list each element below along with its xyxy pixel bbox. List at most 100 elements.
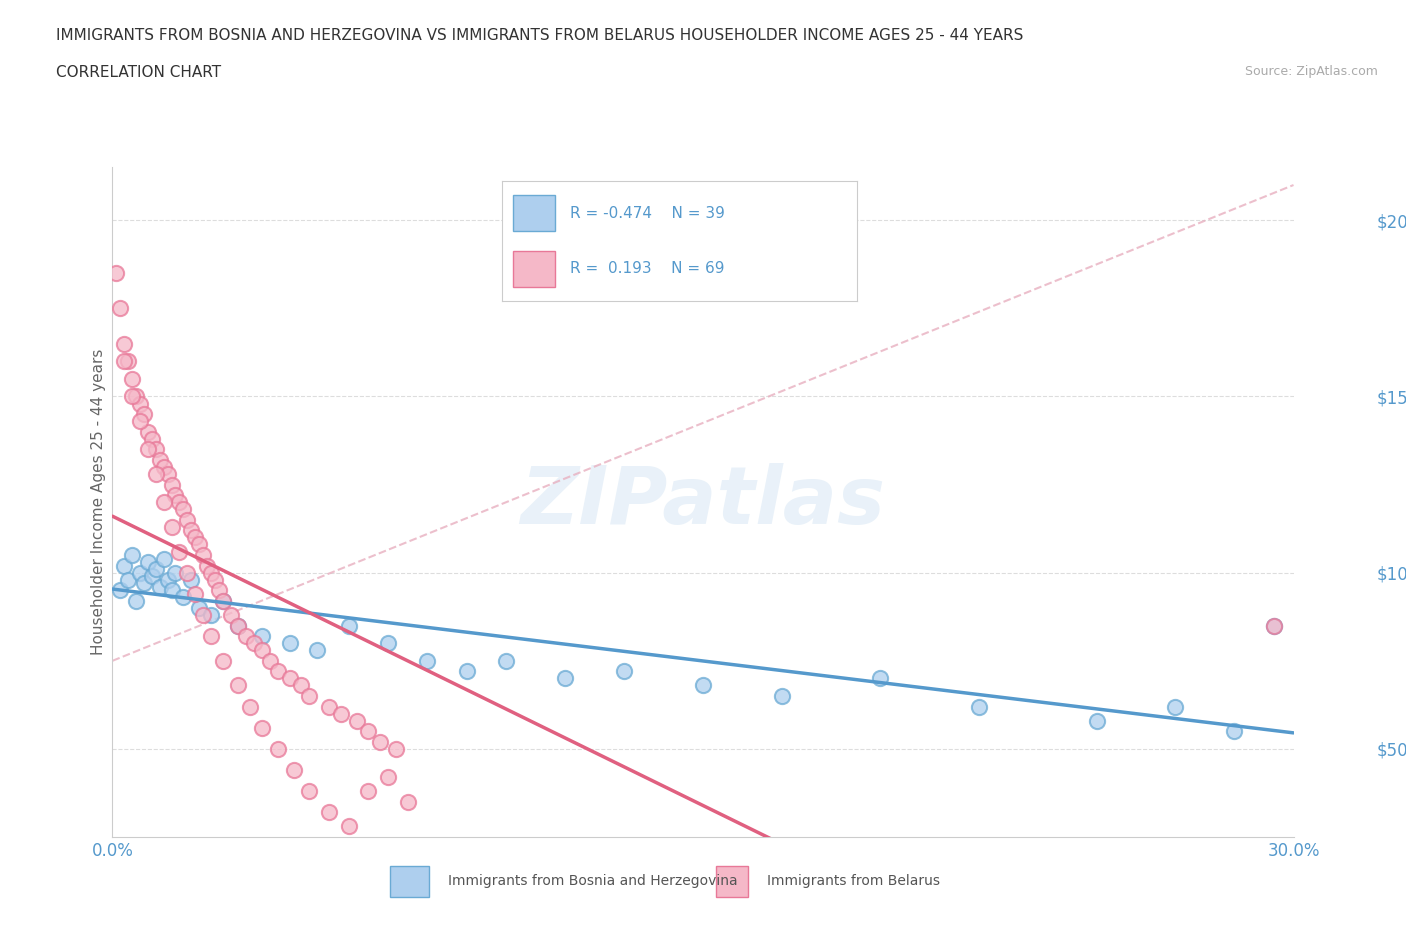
Point [121, 389, 143, 404]
Point [110, 583, 132, 598]
Point [149, 453, 172, 468]
Point [112, 336, 135, 351]
Point [180, 572, 202, 587]
Point [169, 495, 191, 510]
Text: CORRELATION CHART: CORRELATION CHART [56, 65, 221, 80]
Point [228, 678, 250, 693]
Point [136, 424, 159, 439]
Point [152, 459, 174, 474]
Point [495, 654, 517, 669]
Point [110, 301, 132, 316]
Point [250, 643, 273, 658]
Point [184, 587, 207, 602]
Point [385, 741, 408, 756]
Point [195, 558, 218, 573]
Point [298, 688, 321, 703]
Point [377, 770, 399, 785]
Point [1223, 724, 1246, 738]
Point [554, 671, 576, 685]
Point [156, 572, 179, 587]
Point [136, 554, 159, 569]
Point [396, 794, 419, 809]
Point [290, 678, 312, 693]
Point [191, 607, 214, 622]
Point [278, 671, 301, 685]
Point [191, 548, 214, 563]
Point [770, 688, 793, 703]
Point [416, 654, 439, 669]
Point [188, 601, 211, 616]
Text: Source: ZipAtlas.com: Source: ZipAtlas.com [1244, 65, 1378, 78]
Point [188, 537, 211, 551]
Point [141, 569, 163, 584]
Y-axis label: Householder Income Ages 25 - 44 years: Householder Income Ages 25 - 44 years [90, 349, 105, 656]
Point [125, 389, 148, 404]
Point [613, 664, 636, 679]
Point [318, 699, 340, 714]
Point [117, 353, 139, 368]
Text: ZIPatlas: ZIPatlas [520, 463, 886, 541]
Point [129, 396, 152, 411]
Point [211, 593, 233, 608]
Point [208, 583, 231, 598]
Point [219, 607, 242, 622]
Point [278, 636, 301, 651]
Point [243, 636, 266, 651]
Point [200, 607, 222, 622]
Point [200, 629, 222, 644]
Point [239, 699, 262, 714]
Point [235, 629, 257, 644]
Point [337, 618, 360, 633]
Point [145, 467, 167, 482]
Point [145, 442, 167, 457]
Point [692, 678, 714, 693]
Point [129, 414, 152, 429]
Point [228, 618, 250, 633]
Point [1263, 618, 1285, 633]
Point [132, 406, 155, 421]
Point [346, 713, 368, 728]
Point [329, 706, 352, 721]
Point [1164, 699, 1187, 714]
Point [176, 512, 198, 527]
Point [1263, 618, 1285, 633]
Point [307, 643, 329, 658]
Point [211, 593, 233, 608]
Point [117, 572, 139, 587]
Point [357, 784, 380, 799]
Point [152, 551, 174, 566]
Point [869, 671, 891, 685]
Point [165, 487, 187, 502]
Point [165, 565, 187, 580]
Point [149, 579, 172, 594]
Point [267, 741, 290, 756]
Point [283, 763, 305, 777]
Point [337, 819, 360, 834]
Point [160, 583, 183, 598]
Point [176, 565, 198, 580]
Point [298, 784, 321, 799]
Point [129, 565, 152, 580]
Point [180, 523, 202, 538]
Point [156, 467, 179, 482]
Point [200, 565, 222, 580]
Point [377, 636, 399, 651]
Point [250, 629, 273, 644]
Point [152, 495, 174, 510]
Point [318, 804, 340, 819]
Point [141, 432, 163, 446]
Point [228, 618, 250, 633]
Point [160, 477, 183, 492]
Point [145, 562, 167, 577]
Point [112, 558, 135, 573]
Point [172, 590, 194, 604]
Text: IMMIGRANTS FROM BOSNIA AND HERZEGOVINA VS IMMIGRANTS FROM BELARUS HOUSEHOLDER IN: IMMIGRANTS FROM BOSNIA AND HERZEGOVINA V… [56, 28, 1024, 43]
Point [112, 353, 135, 368]
Point [169, 544, 191, 559]
Point [105, 266, 128, 281]
Point [967, 699, 990, 714]
Point [204, 572, 226, 587]
Point [368, 735, 391, 750]
Point [250, 721, 273, 736]
Point [357, 724, 380, 738]
